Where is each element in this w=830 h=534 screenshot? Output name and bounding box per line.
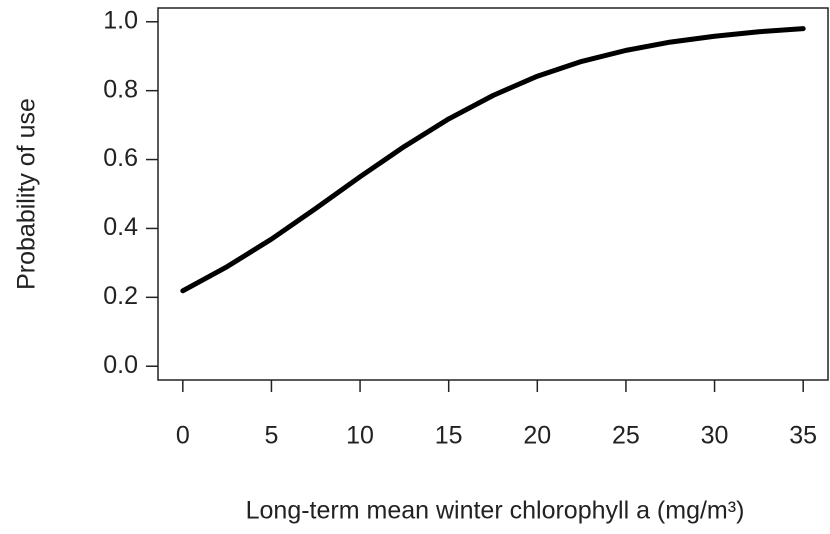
x-tick-label: 25 bbox=[612, 422, 640, 450]
y-tick-label: 0.4 bbox=[103, 213, 138, 241]
x-tick-label: 20 bbox=[523, 422, 551, 450]
x-tick-label: 35 bbox=[789, 422, 817, 450]
y-tick-label: 0.6 bbox=[103, 144, 138, 172]
line bbox=[180, 26, 806, 294]
x-tick-label: 0 bbox=[176, 422, 190, 450]
x-tick-label: 30 bbox=[701, 422, 729, 450]
y-axis-label: Probability of use bbox=[13, 98, 41, 290]
plot-frame bbox=[157, 7, 829, 381]
y-tick-label: 1.0 bbox=[103, 6, 138, 34]
x-axis-label: Long-term mean winter chlorophyll a (mg/… bbox=[246, 497, 745, 525]
y-tick-label: 0.2 bbox=[103, 282, 138, 310]
y-tick-label: 0.8 bbox=[103, 75, 138, 103]
y-tick-label: 0.0 bbox=[103, 351, 138, 379]
x-tick-label: 15 bbox=[435, 422, 463, 450]
x-tick-label: 5 bbox=[264, 422, 278, 450]
x-tick-label: 10 bbox=[346, 422, 374, 450]
